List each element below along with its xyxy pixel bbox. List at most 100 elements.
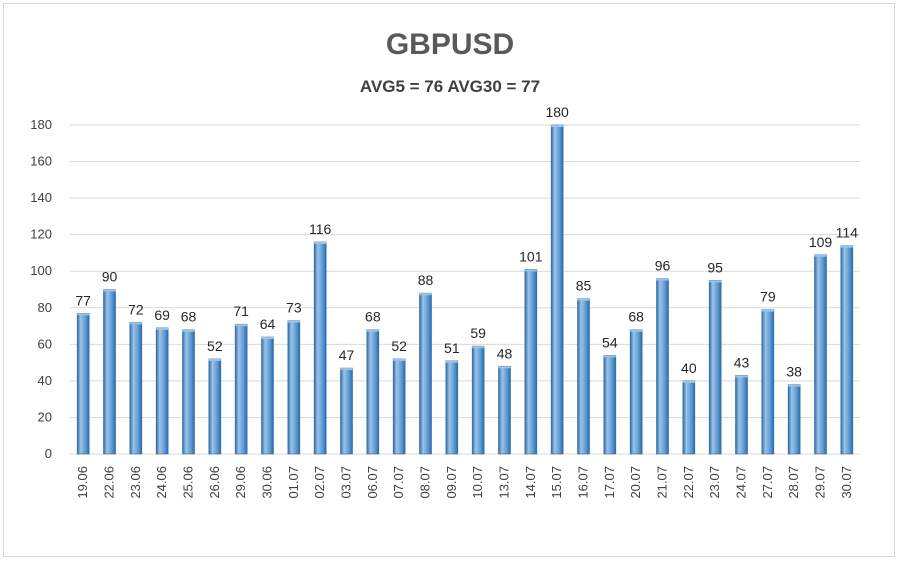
data-label: 69 xyxy=(154,307,170,323)
data-label: 68 xyxy=(365,309,381,325)
bar-30.07 xyxy=(840,245,854,455)
x-tick-label: 21.07 xyxy=(655,466,670,499)
x-tick-label: 14.07 xyxy=(523,466,538,499)
bar xyxy=(787,384,801,455)
bar-01.07 xyxy=(287,320,301,455)
bar xyxy=(603,354,617,455)
data-label: 71 xyxy=(233,303,249,319)
bar xyxy=(814,254,827,455)
x-axis-labels: 19.06 22.06 23.06 24.06 25.06 26.06 29.06 30.06… xyxy=(75,466,854,499)
grid-layer xyxy=(70,124,860,455)
x-tick-label: 07.07 xyxy=(391,466,406,499)
bar-top xyxy=(630,329,643,332)
x-tick-label: 24.06 xyxy=(154,466,169,499)
bar-28.07 xyxy=(787,384,801,455)
bar-23.06 xyxy=(129,322,143,455)
data-label: 90 xyxy=(102,269,118,285)
bar-21.07 xyxy=(656,278,669,455)
x-tick-label: 23.07 xyxy=(707,466,722,499)
bar-03.07 xyxy=(340,367,353,455)
data-label: 47 xyxy=(339,347,355,363)
bar-15.07 xyxy=(550,124,564,455)
bar-10.07 xyxy=(471,345,485,455)
x-tick-label: 19.06 xyxy=(75,466,90,499)
bar-top xyxy=(129,322,142,325)
bar xyxy=(182,329,195,455)
bar-top xyxy=(788,384,801,387)
bar-top xyxy=(472,346,485,349)
x-tick-label: 03.07 xyxy=(339,466,354,499)
x-tick-label: 23.06 xyxy=(128,466,143,499)
bar-13.07 xyxy=(498,365,511,455)
bar-top xyxy=(709,280,722,283)
bar xyxy=(313,241,327,455)
bar-top xyxy=(208,358,221,361)
bar-top xyxy=(814,254,827,257)
bar-09.07 xyxy=(445,360,459,455)
x-tick-label: 16.07 xyxy=(576,466,591,499)
y-tick-label: 40 xyxy=(38,373,52,388)
x-tick-label: 09.07 xyxy=(444,466,459,499)
x-tick-label: 20.07 xyxy=(628,466,643,499)
bar-top xyxy=(735,375,748,378)
data-label: 96 xyxy=(655,258,671,274)
data-label: 79 xyxy=(760,289,776,305)
bar-24.06 xyxy=(155,327,169,455)
bar-26.06 xyxy=(208,358,222,455)
bar xyxy=(761,309,775,455)
bar xyxy=(550,124,564,455)
bar xyxy=(471,345,485,455)
bar xyxy=(629,329,643,455)
y-tick-label: 160 xyxy=(30,154,52,169)
data-label: 114 xyxy=(836,225,859,241)
data-label: 54 xyxy=(602,334,618,350)
y-tick-label: 0 xyxy=(45,446,52,461)
bar xyxy=(103,289,116,455)
data-label: 73 xyxy=(286,300,302,316)
data-label: 101 xyxy=(519,248,543,264)
bar-top xyxy=(577,298,590,301)
bar xyxy=(708,280,722,455)
chart-subtitle: AVG5 = 76 AVG30 = 77 xyxy=(359,77,541,96)
data-label: 88 xyxy=(418,272,434,288)
x-tick-label: 10.07 xyxy=(470,466,485,499)
chart-frame xyxy=(3,3,895,557)
bar xyxy=(840,245,854,455)
bar xyxy=(155,327,169,455)
bar-top xyxy=(551,125,564,127)
bar-16.07 xyxy=(577,298,590,455)
bar-top xyxy=(682,380,695,383)
data-label: 48 xyxy=(497,345,513,361)
x-tick-label: 22.07 xyxy=(681,466,696,499)
x-tick-label: 02.07 xyxy=(312,466,327,499)
bar-top xyxy=(235,324,248,327)
y-tick-label: 100 xyxy=(30,263,52,278)
bar xyxy=(682,380,696,455)
bar-top xyxy=(761,309,774,312)
bar-top xyxy=(524,269,537,272)
bar-07.07 xyxy=(392,358,406,455)
data-label: 40 xyxy=(681,360,697,376)
bar xyxy=(366,329,380,455)
y-axis-ticks: 0 20 40 60 80 100 120 140 160 180 xyxy=(30,117,52,461)
bar-02.07 xyxy=(313,241,327,455)
x-tick-label: 25.06 xyxy=(181,466,196,499)
data-labels-layer: 77 90 72 69 68 52 71 64 73 116 47 68 52 88 51 59 48 101 18… xyxy=(75,104,858,380)
x-tick-label: 13.07 xyxy=(497,466,512,499)
x-tick-label: 26.06 xyxy=(207,466,222,499)
x-tick-label: 27.07 xyxy=(760,466,775,499)
bar-14.07 xyxy=(524,269,538,455)
bar xyxy=(340,367,353,455)
bar-top xyxy=(287,320,300,323)
bar xyxy=(234,323,248,455)
bar-22.06 xyxy=(103,289,116,455)
bar xyxy=(445,360,459,455)
x-tick-label: 30.06 xyxy=(260,466,275,499)
data-label: 116 xyxy=(309,221,332,237)
bar-top xyxy=(340,368,353,371)
bar-top xyxy=(182,329,195,332)
data-label: 109 xyxy=(809,234,833,250)
y-tick-label: 80 xyxy=(38,300,52,315)
bar-top xyxy=(445,360,458,363)
bar xyxy=(76,312,90,455)
